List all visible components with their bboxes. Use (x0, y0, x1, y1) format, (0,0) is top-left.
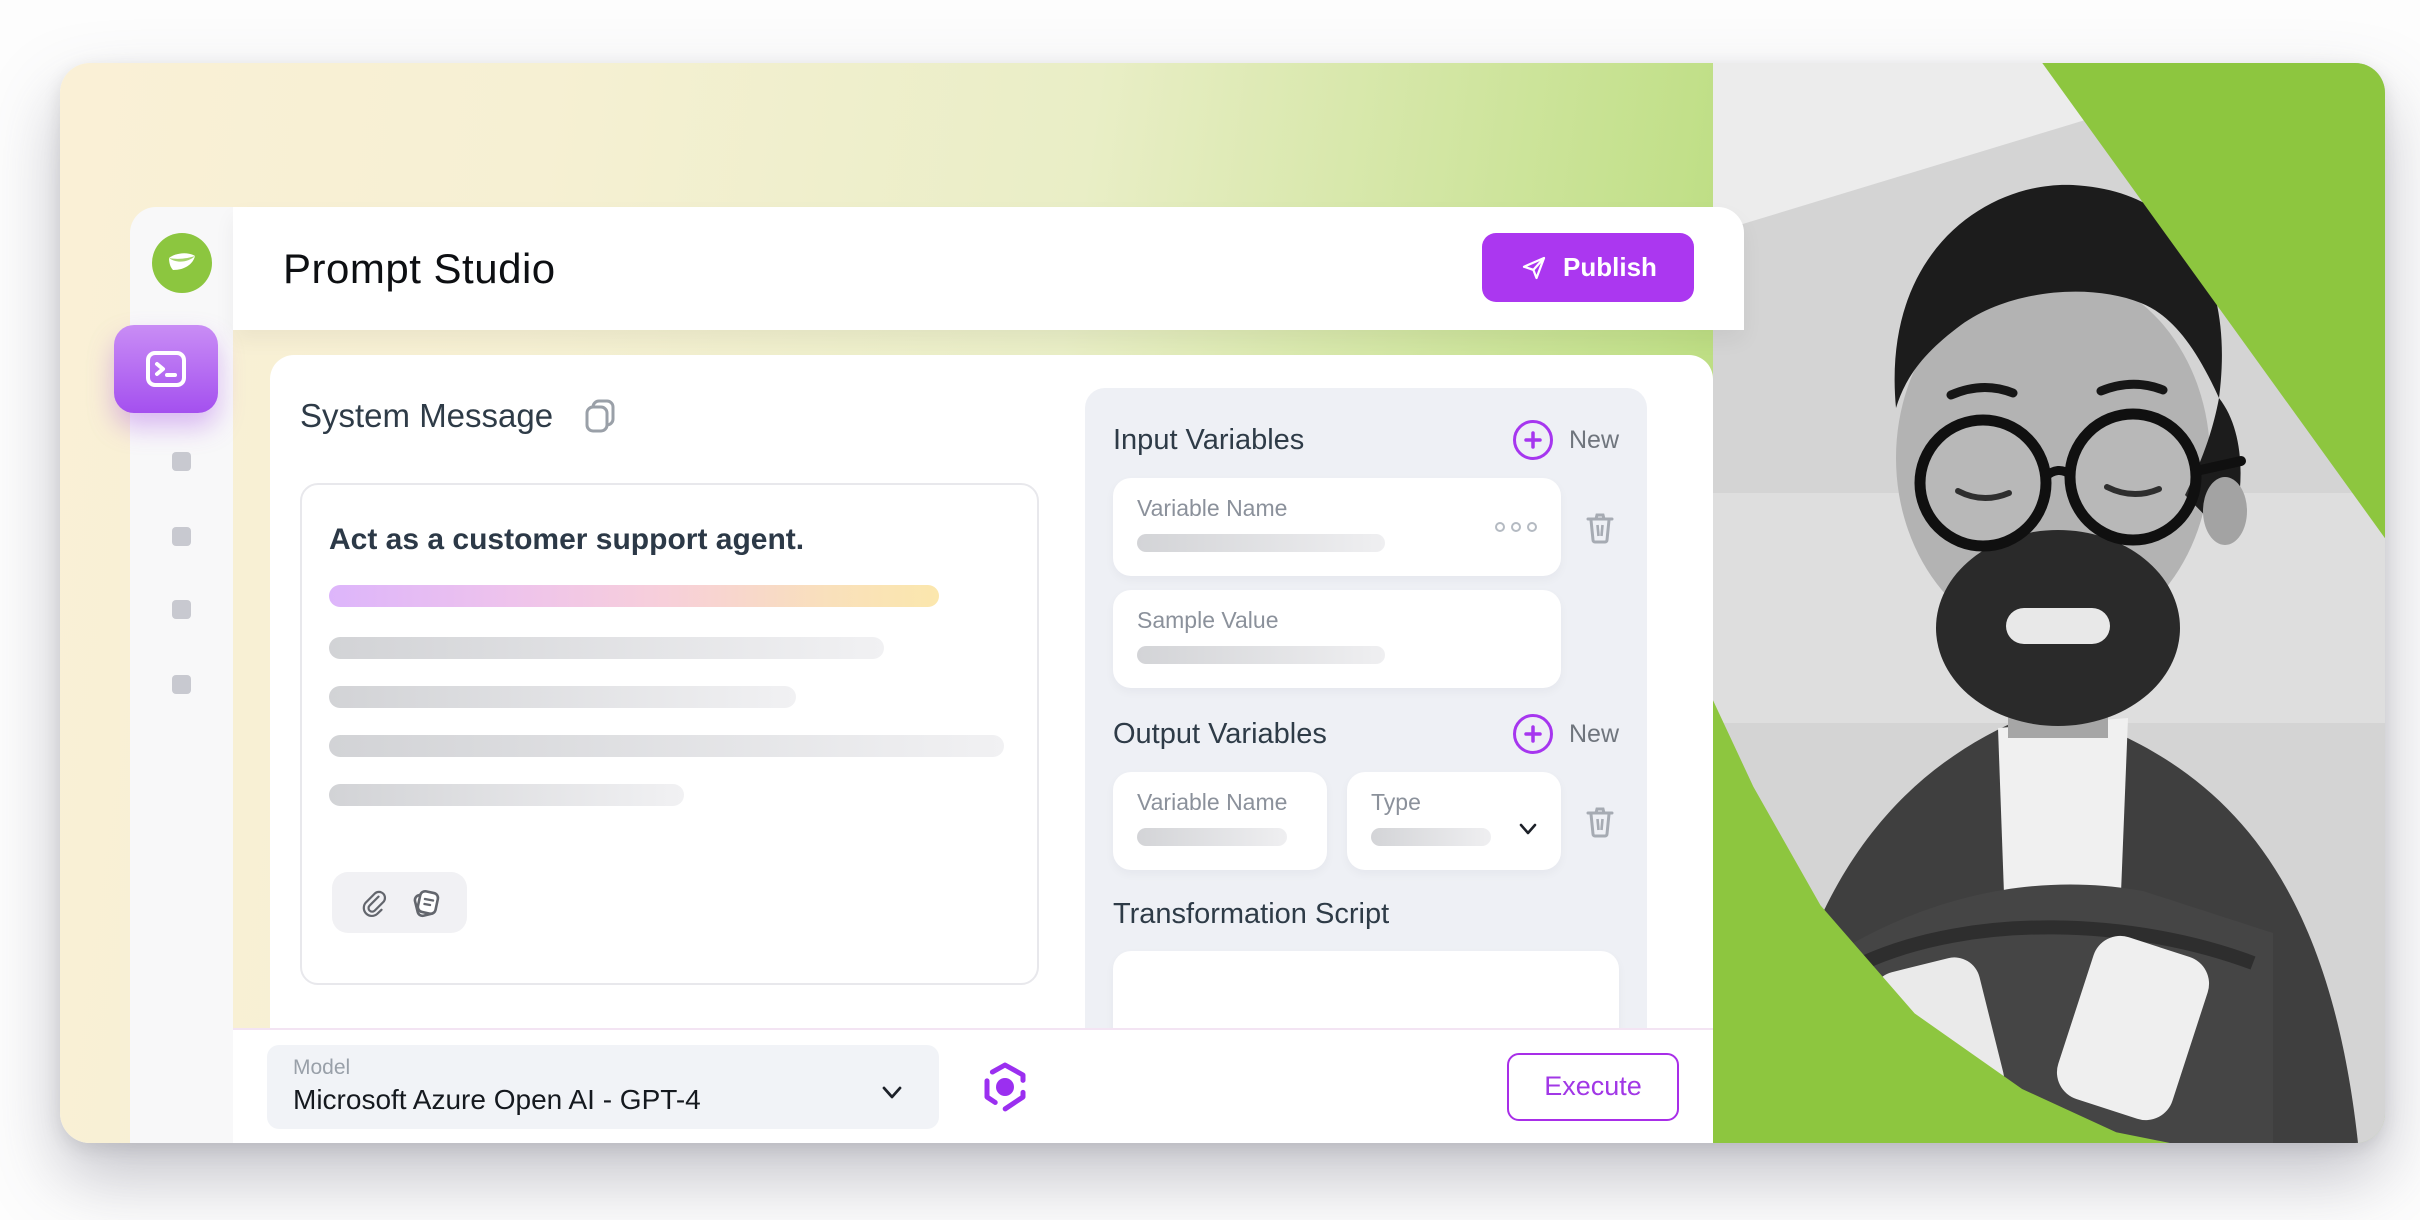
prompt-text: Act as a customer support agent. (329, 523, 805, 556)
value-skeleton (1137, 646, 1385, 664)
add-output-variable-button[interactable] (1512, 714, 1553, 754)
prompt-library-button[interactable] (408, 885, 444, 921)
add-input-variable-button[interactable] (1512, 420, 1553, 460)
transformation-script-title: Transformation Script (1113, 898, 1390, 930)
marketing-card: Prompt Studio Publish System Message Act… (60, 63, 2385, 1143)
sidebar-item-placeholder-3[interactable] (172, 600, 191, 619)
publish-label: Publish (1563, 252, 1657, 282)
new-output-label: New (1568, 719, 1619, 748)
trash-icon (1586, 807, 1614, 838)
dots-menu-button[interactable] (1495, 522, 1537, 532)
leaf-icon (169, 253, 195, 270)
transformation-script-editor[interactable] (1113, 951, 1619, 1028)
text-skeleton (329, 686, 796, 708)
text-skeleton (329, 637, 884, 659)
brand-logo[interactable] (152, 233, 212, 293)
copy-button[interactable] (579, 395, 621, 437)
field-label: Sample Value (1137, 607, 1279, 633)
transformation-script-header: Transformation Script (1113, 898, 1619, 931)
plus-icon (1524, 431, 1542, 449)
output-type-select[interactable]: Type (1347, 772, 1561, 870)
trash-icon (1586, 513, 1614, 544)
new-input-label: New (1568, 425, 1619, 454)
input-variables-header: Input Variables New (1113, 420, 1619, 460)
system-message-header: System Message (300, 395, 621, 437)
variables-panel: Input Variables New Variable Name (1085, 388, 1647, 1028)
sidebar-item-placeholder-2[interactable] (172, 527, 191, 546)
output-variables-title: Output Variables (1113, 717, 1327, 750)
terminal-icon (146, 351, 186, 387)
model-select-label: Model (293, 1055, 351, 1079)
field-label: Variable Name (1137, 495, 1288, 521)
field-label: Type (1371, 789, 1421, 815)
plus-icon (1524, 725, 1542, 743)
model-select-value: Microsoft Azure Open AI - GPT-4 (293, 1083, 701, 1115)
model-status-button[interactable] (977, 1059, 1033, 1115)
paperclip-icon (362, 890, 386, 917)
header: Prompt Studio Publish (233, 207, 1744, 330)
input-sample-value-field[interactable]: Sample Value (1113, 590, 1561, 688)
sidebar-item-placeholder-4[interactable] (172, 675, 191, 694)
copy-icon (585, 399, 615, 433)
sidebar-item-prompt-studio[interactable] (114, 325, 218, 413)
system-message-title: System Message (300, 397, 554, 434)
value-skeleton (1371, 828, 1491, 846)
output-variables-header: Output Variables New (1113, 714, 1619, 754)
value-skeleton (1137, 534, 1385, 552)
delete-output-variable-button[interactable] (1581, 802, 1619, 840)
paper-plane-icon (1522, 256, 1546, 279)
main-panel: System Message Act as a customer support… (270, 355, 1713, 1028)
marketing-photo (1713, 63, 2385, 1143)
sidebar (114, 207, 233, 1143)
attach-file-button[interactable] (356, 886, 390, 920)
publish-button[interactable]: Publish (1482, 233, 1694, 302)
sidebar-item-placeholder-1[interactable] (172, 452, 191, 471)
system-message-editor[interactable]: Act as a customer support agent. (300, 483, 1039, 985)
chevron-down-icon (882, 1086, 902, 1098)
input-variable-name-field[interactable]: Variable Name (1113, 478, 1561, 576)
delete-input-variable-button[interactable] (1581, 508, 1619, 546)
value-skeleton (1137, 828, 1287, 846)
notes-icon (413, 889, 439, 917)
output-variable-name-field[interactable]: Variable Name (1113, 772, 1327, 870)
input-variables-title: Input Variables (1113, 423, 1305, 456)
editor-toolbar (332, 872, 467, 933)
highlighted-text-skeleton (329, 585, 939, 607)
field-label: Variable Name (1137, 789, 1288, 815)
text-skeleton (329, 784, 684, 806)
hexagon-target-icon (984, 1062, 1026, 1111)
chevron-down-icon (1519, 823, 1537, 835)
text-skeleton (329, 735, 1004, 757)
execute-button[interactable]: Execute (1507, 1052, 1679, 1121)
page-title: Prompt Studio (283, 244, 556, 292)
model-select[interactable]: Model Microsoft Azure Open AI - GPT-4 (267, 1044, 939, 1129)
footer-bar: Model Microsoft Azure Open AI - GPT-4 Ex… (233, 1028, 1713, 1143)
